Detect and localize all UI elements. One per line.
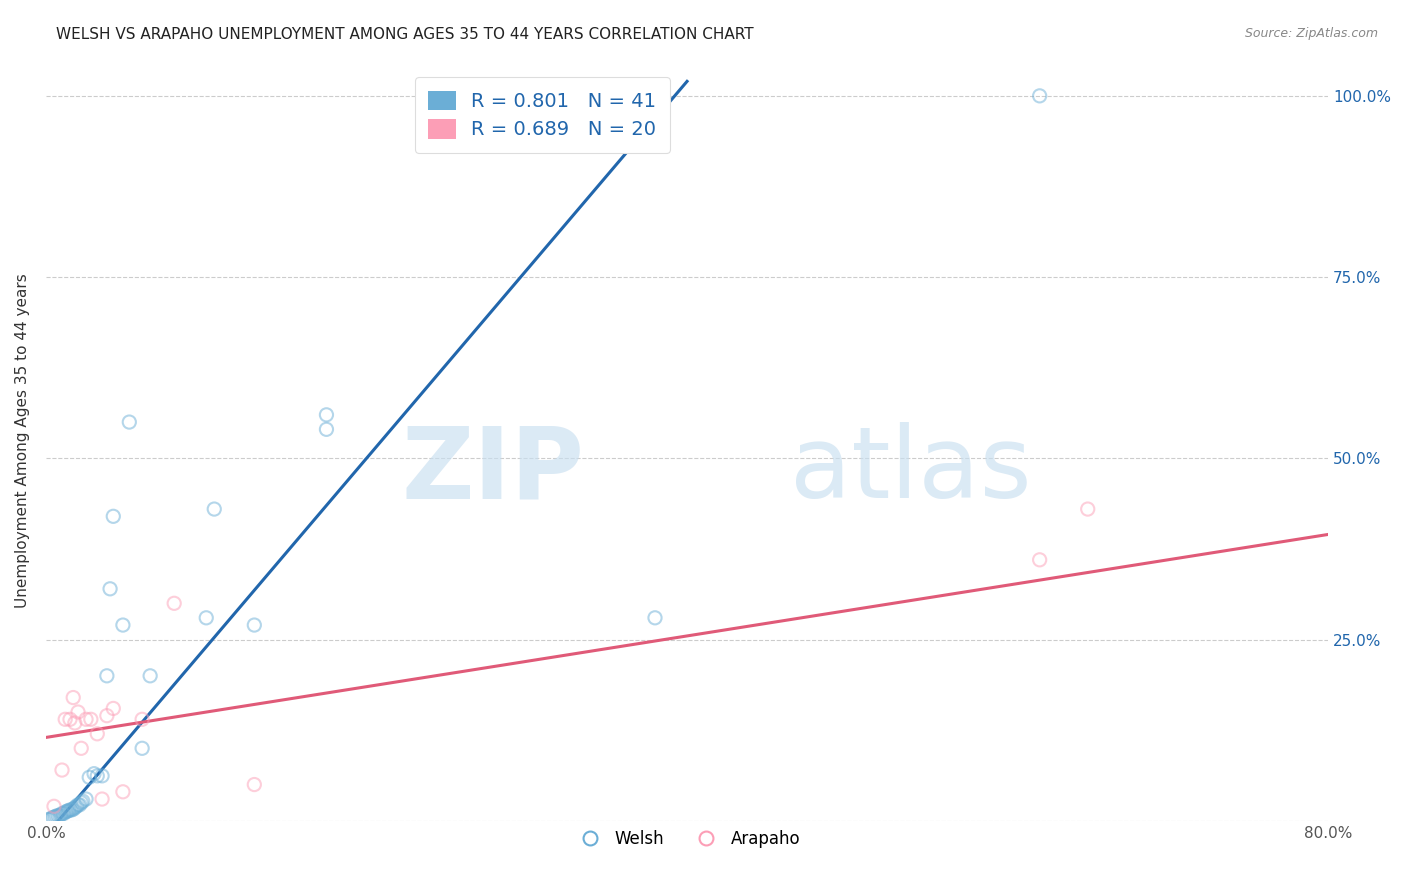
Point [77, 770, 100, 784]
Point [86, 769, 108, 783]
Point [49, 808, 72, 822]
Point [1028, 553, 1050, 567]
Point [42, 799, 65, 814]
Point [91, 769, 114, 783]
Point [52, 806, 75, 821]
Point [202, 502, 225, 516]
Point [51, 806, 73, 821]
Point [70, 796, 93, 810]
Point [96, 669, 118, 683]
Point [39, 812, 62, 826]
Point [70, 741, 93, 756]
Point [315, 408, 337, 422]
Point [38, 813, 60, 827]
Point [91, 792, 114, 806]
Point [98, 582, 121, 596]
Point [63, 801, 86, 815]
Point [59, 712, 82, 726]
Text: atlas: atlas [790, 422, 1031, 519]
Point [69, 797, 91, 812]
Point [1077, 502, 1099, 516]
Text: Source: ZipAtlas.com: Source: ZipAtlas.com [1244, 27, 1378, 40]
Point [53, 805, 76, 819]
Y-axis label: Unemployment Among Ages 35 to 44 years: Unemployment Among Ages 35 to 44 years [15, 273, 30, 607]
Text: WELSH VS ARAPAHO UNEMPLOYMENT AMONG AGES 35 TO 44 YEARS CORRELATION CHART: WELSH VS ARAPAHO UNEMPLOYMENT AMONG AGES… [56, 27, 754, 42]
Point [60, 803, 83, 817]
Point [48, 808, 70, 822]
Point [243, 778, 266, 792]
Point [63, 715, 86, 730]
Legend: Welsh, Arapaho: Welsh, Arapaho [567, 823, 807, 855]
Point [53, 712, 76, 726]
Point [96, 708, 118, 723]
Point [66, 705, 89, 719]
Point [42, 810, 65, 824]
Point [243, 618, 266, 632]
Point [62, 802, 84, 816]
Point [41, 811, 63, 825]
Point [103, 509, 125, 524]
Point [46, 808, 69, 822]
Point [58, 804, 80, 818]
Point [86, 727, 108, 741]
Point [103, 701, 125, 715]
Point [644, 611, 666, 625]
Point [66, 797, 89, 812]
Point [72, 794, 94, 808]
Point [1028, 88, 1050, 103]
Point [59, 803, 82, 817]
Point [56, 805, 79, 819]
Point [75, 712, 97, 726]
Point [51, 763, 73, 777]
Text: ZIP: ZIP [402, 422, 585, 519]
Point [111, 785, 134, 799]
Point [65, 799, 87, 814]
Point [163, 596, 186, 610]
Point [131, 712, 153, 726]
Point [139, 669, 162, 683]
Point [195, 611, 218, 625]
Point [315, 422, 337, 436]
Point [111, 618, 134, 632]
Point [62, 690, 84, 705]
Point [118, 415, 141, 429]
Point [83, 766, 105, 780]
Point [80, 712, 103, 726]
Point [131, 741, 153, 756]
Point [45, 809, 67, 823]
Point [75, 792, 97, 806]
